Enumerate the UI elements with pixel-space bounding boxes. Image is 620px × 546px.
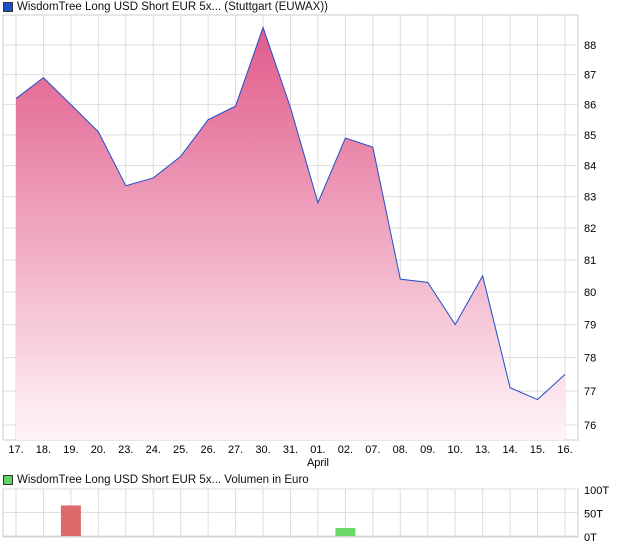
volume-y-tick-label: 0T — [584, 532, 597, 544]
x-tick-label: 15. — [530, 444, 545, 456]
y-tick-label: 85 — [584, 130, 596, 142]
x-tick-label: 13. — [475, 444, 490, 456]
x-tick-label: 09. — [420, 444, 435, 456]
volume-y-tick-label: 50T — [584, 509, 603, 521]
price-legend-swatch — [3, 2, 13, 12]
y-tick-label: 87 — [584, 70, 596, 82]
x-tick-label: 20. — [91, 444, 106, 456]
y-tick-label: 86 — [584, 100, 596, 112]
y-tick-label: 78 — [584, 353, 596, 365]
x-tick-label: 24. — [146, 444, 161, 456]
x-tick-label: 14. — [502, 444, 517, 456]
y-tick-label: 80 — [584, 287, 596, 299]
volume-chart-title: WisdomTree Long USD Short EUR 5x... Volu… — [17, 474, 309, 486]
x-tick-label: 02. — [338, 444, 353, 456]
x-tick-label: 07. — [365, 444, 380, 456]
x-tick-label: 18. — [36, 444, 51, 456]
x-tick-label: 16. — [557, 444, 572, 456]
y-tick-label: 88 — [584, 40, 596, 52]
y-tick-label: 82 — [584, 223, 596, 235]
y-tick-label: 77 — [584, 386, 596, 398]
volume-bar — [335, 528, 356, 536]
y-tick-label: 84 — [584, 161, 596, 173]
x-tick-label: 25. — [173, 444, 188, 456]
y-tick-label: 76 — [584, 420, 596, 432]
x-tick-label: 17. — [8, 444, 23, 456]
volume-y-tick-label: 100T — [584, 485, 609, 497]
y-tick-label: 79 — [584, 320, 596, 332]
volume-legend-swatch — [3, 475, 13, 485]
x-tick-label: 01. — [310, 444, 325, 456]
x-tick-label: 10. — [448, 444, 463, 456]
price-area — [16, 27, 565, 440]
x-tick-label: 27. — [228, 444, 243, 456]
volume-bar — [60, 505, 81, 536]
y-tick-label: 81 — [584, 255, 596, 267]
x-tick-label: 31. — [283, 444, 298, 456]
x-tick-label: 23. — [118, 444, 133, 456]
price-chart-title: WisdomTree Long USD Short EUR 5x... (Stu… — [17, 1, 329, 13]
x-tick-label: 19. — [63, 444, 78, 456]
x-tick-label: 26. — [201, 444, 216, 456]
x-sublabel: April — [307, 457, 329, 469]
y-tick-label: 83 — [584, 192, 596, 204]
volume-legend: WisdomTree Long USD Short EUR 5x... Volu… — [3, 474, 309, 486]
x-tick-label: 08. — [393, 444, 408, 456]
x-tick-label: 30. — [255, 444, 270, 456]
price-legend: WisdomTree Long USD Short EUR 5x... (Stu… — [3, 1, 328, 13]
